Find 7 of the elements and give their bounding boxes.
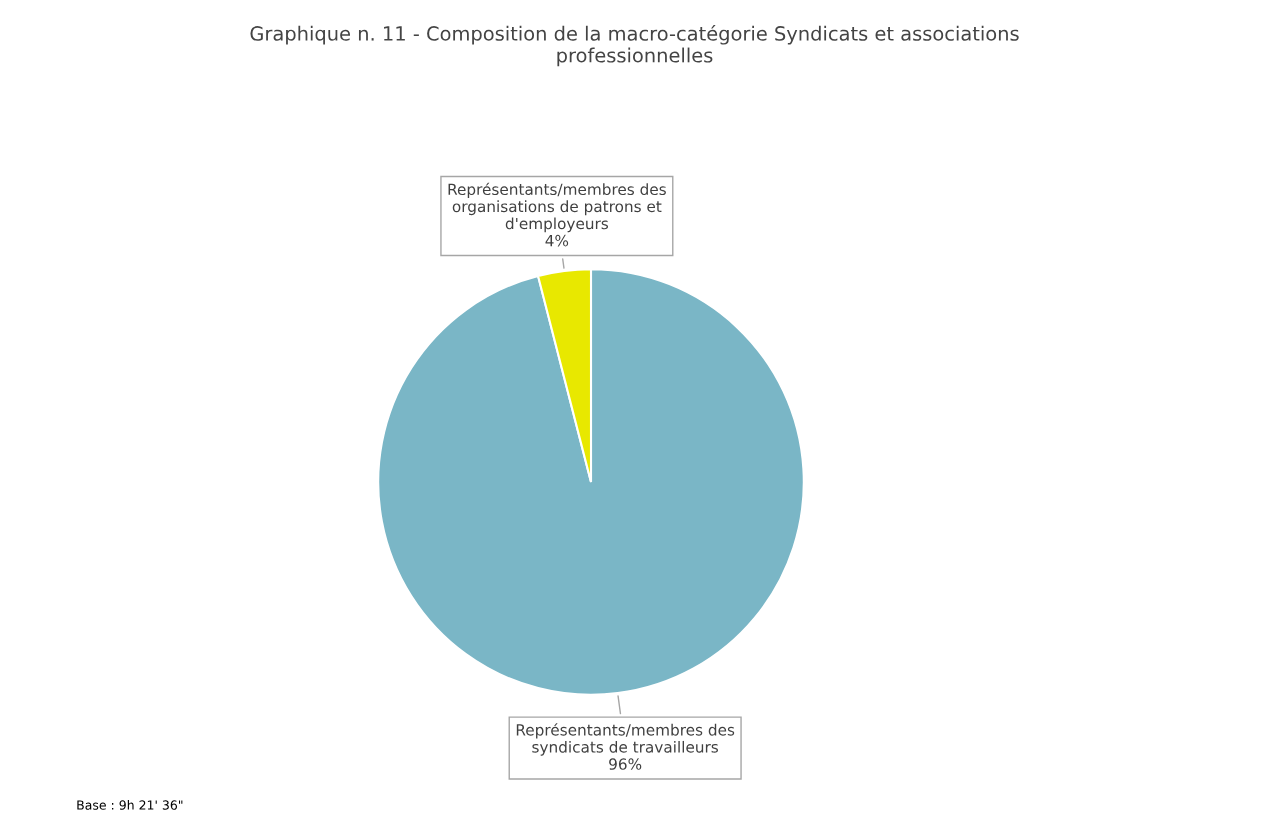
text: Base : 9h 21' 36" xyxy=(77,800,183,810)
slice-label: Représentants/membres des syndicats de travailleurs xyxy=(516,723,735,756)
slice-label: Représentants/membres des organisations de patrons et d'employeurs xyxy=(448,182,666,233)
data-label: 4% xyxy=(545,234,569,247)
pie-slice xyxy=(377,268,805,696)
chart-title: Graphique n. 11 - Composition de la macro-catégorie Syndicats et associations professionnelles xyxy=(250,24,1019,67)
data-label: 96% xyxy=(609,758,642,770)
